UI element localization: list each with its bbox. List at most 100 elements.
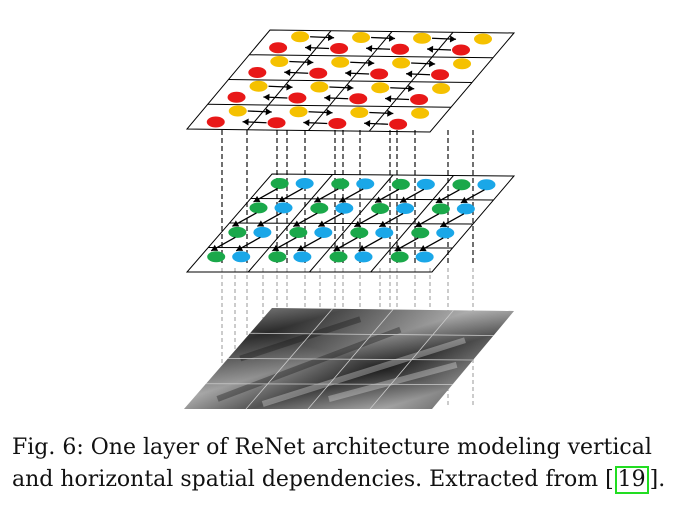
hidden-node-blue [293,251,312,263]
hidden-arrow-blue-head [297,244,305,251]
hidden-arrow-blue-head [257,220,265,227]
hidden-arrow-blue-head [379,220,387,227]
output-node-yellow [411,107,430,119]
hidden-node-blue [253,226,272,238]
image-texture [261,337,466,407]
output-arrow-right-head [347,84,354,92]
hidden-grid-line [229,222,474,225]
hidden-layer [185,173,516,273]
hidden-border [185,173,516,273]
output-arrow-left-head [345,69,352,77]
output-node-yellow [228,105,247,117]
hidden-node-blue [354,251,373,263]
hidden-arrow-green-head [435,196,443,203]
renet-diagram [184,29,516,410]
hidden-node-blue [232,251,251,263]
hidden-arrow-blue-head [339,196,347,203]
output-node-red [269,42,288,54]
output-node-red [227,91,246,103]
output-node-yellow [352,32,371,43]
hidden-arrow-green-head [333,244,341,252]
hidden-node-blue [274,202,293,214]
hidden-node-green [329,251,348,263]
hidden-node-green [350,227,369,239]
hidden-node-green [452,179,471,191]
hidden-node-blue [396,203,415,215]
hidden-grid-line [208,247,453,249]
output-node-red [248,67,267,78]
output-arrow-right-head [326,109,333,116]
hidden-node-blue [456,203,475,215]
output-node-yellow [432,83,451,94]
output-node-red [410,94,429,105]
output-arrow-right-head [327,34,335,41]
hidden-arrow-green-head [272,244,280,251]
hidden-node-blue [477,179,496,191]
hidden-node-green [331,178,350,190]
output-grid-line [368,31,454,132]
output-node-red [206,116,225,128]
output-node-red [328,118,347,129]
hidden-arrow-green-head [232,220,240,227]
input-image-layer [184,308,514,410]
hidden-node-green [249,202,268,214]
output-arrow-right-head [307,58,314,66]
output-node-red [349,93,368,105]
hidden-node-green [390,251,409,263]
output-node-yellow [289,106,308,118]
output-node-yellow [310,81,329,93]
hidden-node-green [289,227,308,239]
hidden-arrow-blue-head [440,220,448,228]
output-node-yellow [392,57,411,69]
output-arrow-left-head [242,118,249,126]
hidden-node-green [268,251,287,263]
hidden-arrow-blue-head [400,196,408,203]
output-node-red [309,67,328,79]
image-texture [216,326,402,402]
output-arrow-right-head [265,108,272,116]
image-texture [239,316,362,362]
hidden-arrow-green-head [293,220,301,227]
input-image-grid [205,308,494,410]
hidden-arrow-green-head [415,220,423,228]
output-node-yellow [453,58,472,70]
hidden-arrow-blue-head [358,244,366,252]
hidden-node-green [310,202,329,214]
hidden-arrow-blue-head [278,195,286,203]
caption-text-end: ]. [649,467,666,492]
output-arrow-right-head [449,35,457,43]
hidden-node-green [371,203,390,215]
hidden-node-green [207,251,226,263]
output-arrow-left-head [305,44,312,52]
output-arrow-left-head [364,120,371,127]
hidden-arrow-green-head [314,196,322,203]
output-node-yellow [413,32,432,44]
output-node-red [288,92,307,104]
hidden-node-blue [314,227,333,239]
output-node-yellow [371,82,390,94]
output-node-yellow [291,31,310,43]
hidden-arrow-green-head [394,245,402,252]
hidden-node-blue [415,251,434,263]
hidden-node-green [411,227,430,239]
hidden-node-green [431,203,450,215]
output-node-yellow [249,80,268,92]
output-node-yellow [331,56,350,68]
hidden-node-blue [335,202,354,214]
image-grid-line [205,383,453,385]
output-arrow-left-head [324,94,331,102]
hidden-arrow-green-head [375,196,383,203]
hidden-arrow-blue-head [460,196,468,203]
hidden-grid-line [370,175,454,273]
output-arrow-left-head [366,45,373,52]
output-arrow-right-head [286,83,293,91]
output-arrow-right-head [387,109,394,117]
citation-link[interactable]: 19 [614,466,649,494]
image-grid-line [227,358,474,361]
output-arrow-left-head [385,95,392,103]
output-node-red [431,69,450,81]
image-grid-line [369,309,454,410]
hidden-arrow-green-head [253,195,261,203]
output-layer [185,29,516,133]
